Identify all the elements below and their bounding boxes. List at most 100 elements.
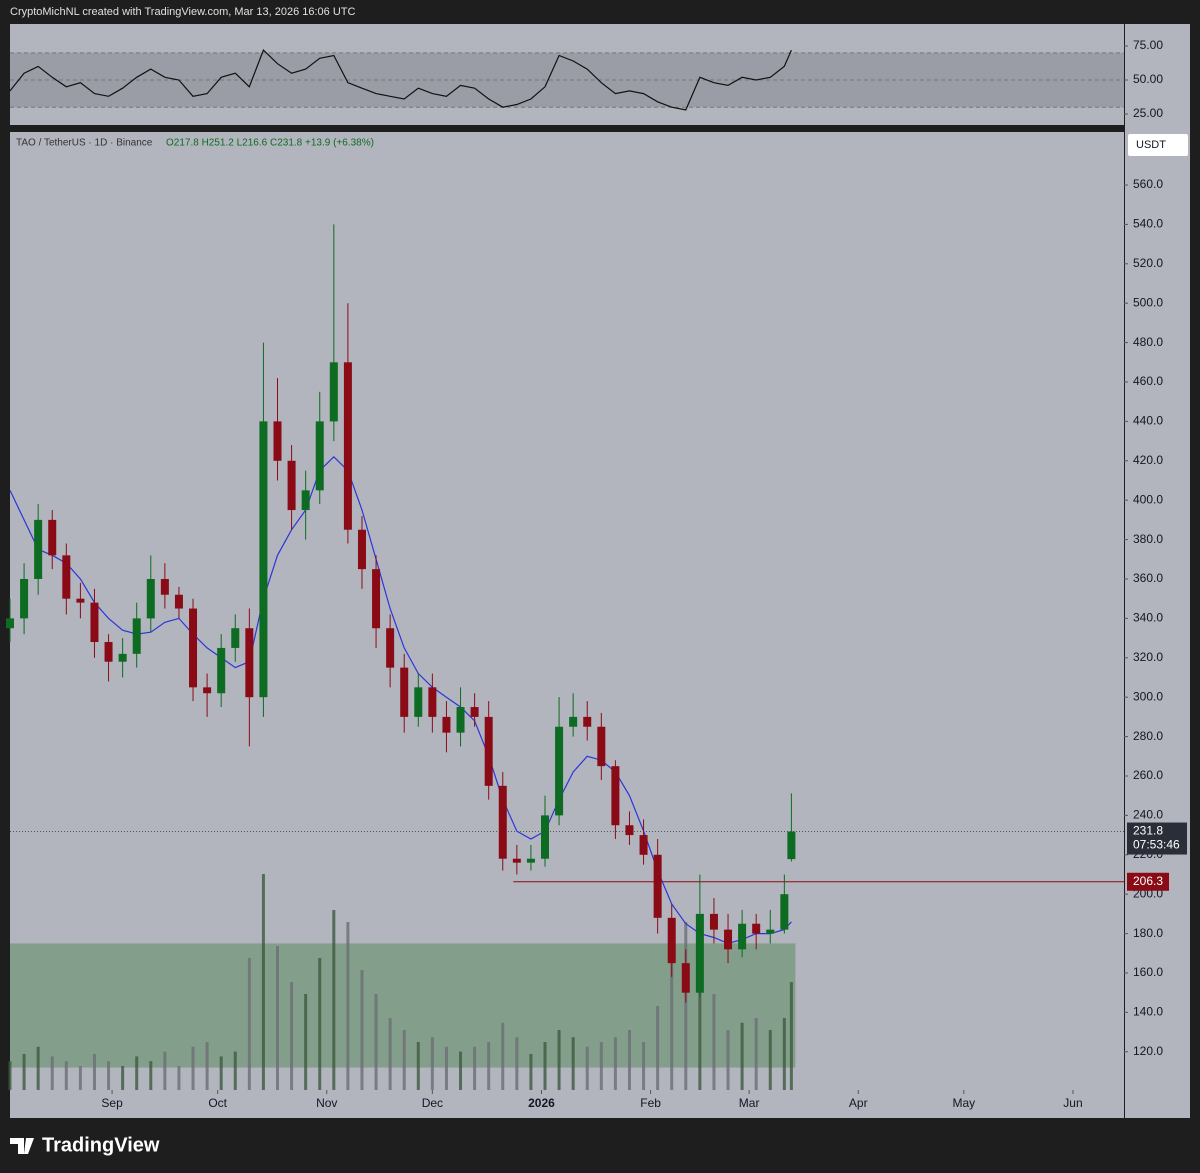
volume-bar [459,1051,463,1090]
y-tick-label: 380.0 [1133,532,1163,546]
candle-body [90,602,99,643]
candle-body [231,628,240,648]
y-tick-label: 260.0 [1133,768,1163,782]
y-tick-label: 460.0 [1133,374,1163,388]
candle-body [681,963,690,993]
y-tick-label: 360.0 [1133,571,1163,585]
volume-bar [557,1030,561,1090]
symbol: TAO / TetherUS · 1D · Binance [16,138,153,149]
volume-bar [8,1061,12,1090]
y-tick-label: 320.0 [1133,650,1163,664]
volume-bar [543,1042,547,1090]
volume-bar [571,1037,575,1090]
volume-bar [233,1051,237,1090]
volume-bar [191,1046,195,1090]
candle-body [146,578,155,619]
candle-body [653,854,662,918]
candle-body [526,858,535,863]
volume-bar [585,1046,589,1090]
candle-body [386,628,395,668]
candle-body [76,598,85,603]
ma-line [9,455,792,945]
last-price-box [1127,822,1187,855]
volume-bar [149,1061,153,1090]
volume-bar [205,1042,209,1090]
y-tick-label: 400.0 [1133,492,1163,506]
volume-bar [374,994,378,1090]
x-tick-label: Feb [640,1096,661,1110]
logo-mark [10,1138,34,1154]
volume-bar [684,922,688,1090]
candle-body [48,519,57,556]
candle-body [470,707,479,717]
candle-body [780,894,789,930]
time-axis [10,1090,1124,1118]
volume-bar [712,994,716,1090]
x-tick-label: Apr [849,1096,868,1110]
candle-body [372,569,381,629]
currency[interactable]: USDT [1136,139,1166,151]
volume-bar [487,1042,491,1090]
candle-body [442,716,451,733]
y-tick-label: 540.0 [1133,217,1163,231]
volume-bar [290,982,294,1090]
x-tick-label: Nov [316,1096,337,1110]
candle-body [738,923,747,950]
rsi-tick-label: 50.00 [1133,72,1163,86]
volume-bar [656,1006,660,1090]
y-tick-label: 520.0 [1133,256,1163,270]
volume-bar [78,1066,82,1090]
volume-bar [416,1042,420,1090]
footer-logo: TradingView [42,1134,160,1156]
candle-body [724,929,733,950]
candle-body [315,421,324,491]
volume-bar [360,970,364,1090]
countdown: 07:53:46 [1133,838,1180,852]
volume-bar [529,1054,533,1090]
candle-body [160,578,169,595]
volume-bar [276,946,280,1090]
candle-body [329,362,338,422]
volume-bar [107,1061,111,1090]
candle-body [357,529,366,570]
x-tick-label: Oct [208,1096,227,1110]
candle-body [62,555,71,599]
candle-body [174,594,183,609]
header: CryptoMichNL created with TradingView.co… [10,6,355,18]
volume-bar [740,1022,744,1090]
volume-bar [402,1030,406,1090]
rsi-tick-label: 75.00 [1133,38,1163,52]
candle-body [787,831,796,860]
volume-bar [782,1018,786,1090]
volume-bar [163,1051,167,1090]
volume-bar [473,1046,477,1090]
volume-bar [599,1042,603,1090]
volume-bar [754,1018,758,1090]
volume-bar [388,1018,392,1090]
candle-body [414,687,423,717]
volume-bar [121,1066,125,1090]
volume-bar [627,1030,631,1090]
volume-bar [670,958,674,1090]
ohlc: O217.8 H251.2 L216.6 C231.8 +13.9 (+6.38… [166,138,374,149]
candle-body [541,815,550,859]
candle-body [132,618,141,654]
candle-body [245,628,254,698]
candle-body [498,785,507,859]
y-tick-label: 180.0 [1133,926,1163,940]
support-zone [10,943,796,1068]
y-tick-label: 340.0 [1133,611,1163,625]
currency-box[interactable] [1128,134,1188,156]
candle-body [20,578,29,619]
last-price-label: 231.8 [1133,824,1163,838]
volume-bar [726,1030,730,1090]
volume-bar [36,1046,40,1090]
volume-bar [304,994,308,1090]
volume-bar [768,1030,772,1090]
volume-bar [219,1056,223,1090]
x-tick-label: Mar [739,1096,760,1110]
candle-body [428,687,437,717]
volume-bar [177,1066,181,1090]
candle-body [639,835,648,855]
level-label: 206.3 [1133,874,1163,888]
